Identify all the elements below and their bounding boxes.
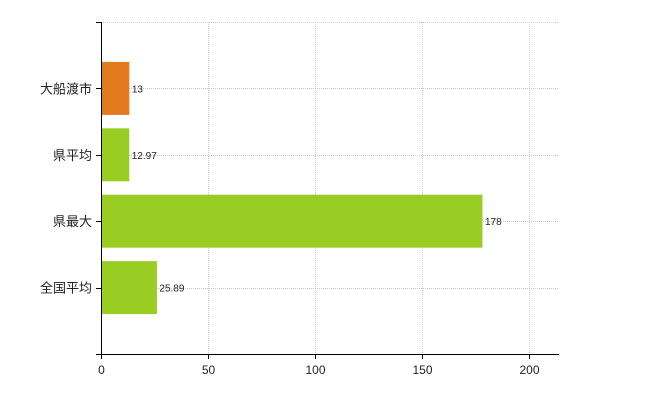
x-tick-label-200: 200 (519, 363, 539, 377)
bar-0 (101, 61, 130, 115)
gridlines (101, 22, 559, 354)
value-label-0: 13 (132, 84, 144, 95)
x-tick-label-0: 0 (98, 363, 105, 377)
labels: 13 大船渡市 12.97 県平均 178 県最大 25.89 全国平均 0 50 100 150 20… (40, 81, 540, 377)
category-label-1: 県平均 (53, 149, 92, 164)
value-label-2: 178 (485, 217, 502, 228)
x-tick-label-100: 100 (305, 363, 325, 377)
bar-3 (101, 261, 157, 315)
category-label-2: 県最大 (53, 215, 92, 230)
value-label-1: 12.97 (132, 151, 157, 162)
category-label-0: 大船渡市 (40, 81, 92, 97)
value-label-3: 25.89 (159, 284, 184, 295)
category-label-3: 全国平均 (40, 281, 92, 297)
x-tick-label-50: 50 (202, 363, 216, 377)
axes (96, 22, 559, 359)
bar-1 (101, 128, 130, 182)
x-tick-label-150: 150 (412, 363, 432, 377)
bars (101, 61, 483, 315)
bar-2 (101, 194, 483, 248)
